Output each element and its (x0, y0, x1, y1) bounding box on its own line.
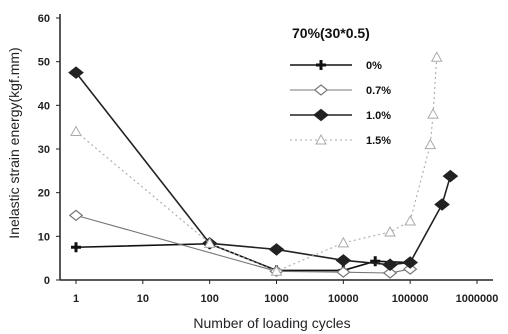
x-tick-label: 10000 (328, 293, 359, 305)
data-point (69, 67, 83, 78)
data-point (444, 171, 458, 182)
legend-label: 1.5% (366, 135, 391, 147)
legend-item: 1.5% (290, 135, 391, 147)
legend-label: 0% (366, 60, 382, 72)
data-point (435, 199, 449, 210)
y-tick-label: 20 (38, 188, 50, 200)
data-point (403, 257, 417, 268)
x-axis-label: Number of loading cycles (193, 315, 350, 331)
data-point (428, 109, 438, 118)
y-tick-label: 0 (44, 275, 50, 287)
series-2 (70, 210, 417, 278)
legend-marker (316, 60, 326, 70)
ticks: 0 10 20 30 40 50 60 1 10 100 1000 10000 100000 100000… (38, 13, 499, 305)
legend-title: 70%(30*0.5) (292, 25, 370, 41)
legend: 70%(30*0.5) 0% 0.7% 1.0% 1.5% (290, 25, 391, 147)
y-tick-label: 60 (38, 13, 50, 25)
legend-marker (316, 135, 326, 144)
y-axis-label: Inelastic strain energy(kgf.mm) (6, 47, 22, 238)
legend-item: 0.7% (290, 85, 391, 97)
data-point (270, 244, 284, 255)
y-tick-label: 30 (38, 144, 50, 156)
x-tick-label: 1000 (264, 293, 288, 305)
x-tick-label: 1 (73, 293, 79, 305)
y-tick-label: 10 (38, 231, 50, 243)
series-layer (69, 52, 457, 278)
data-point (385, 227, 395, 236)
series-3 (69, 67, 457, 270)
y-tick-label: 40 (38, 100, 50, 112)
x-tick-label: 100 (200, 293, 218, 305)
data-point (338, 238, 348, 247)
x-tick-label: 10 (137, 293, 149, 305)
legend-item: 0% (290, 60, 382, 72)
legend-item: 1.0% (290, 110, 391, 123)
data-point (405, 216, 415, 225)
data-point (432, 52, 442, 61)
series-line (76, 215, 410, 273)
y-tick-label: 50 (38, 57, 50, 69)
legend-label: 0.7% (366, 85, 391, 97)
data-point (70, 210, 83, 220)
data-point (336, 255, 350, 266)
data-point (71, 127, 81, 136)
legend-marker (314, 110, 328, 121)
data-point (370, 256, 380, 266)
x-tick-label: 100000 (392, 293, 429, 305)
data-point (71, 242, 81, 252)
data-point (425, 140, 435, 149)
legend-marker (315, 85, 328, 95)
legend-label: 1.0% (366, 110, 391, 122)
x-tick-label: 1000000 (456, 293, 499, 305)
